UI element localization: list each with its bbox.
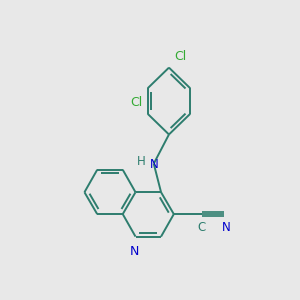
Text: H: H bbox=[137, 155, 146, 168]
Text: N: N bbox=[222, 221, 230, 234]
Text: N: N bbox=[150, 158, 159, 171]
Text: N: N bbox=[130, 245, 139, 258]
Text: Cl: Cl bbox=[130, 96, 143, 109]
Text: Cl: Cl bbox=[174, 50, 186, 63]
Text: C: C bbox=[198, 221, 206, 234]
